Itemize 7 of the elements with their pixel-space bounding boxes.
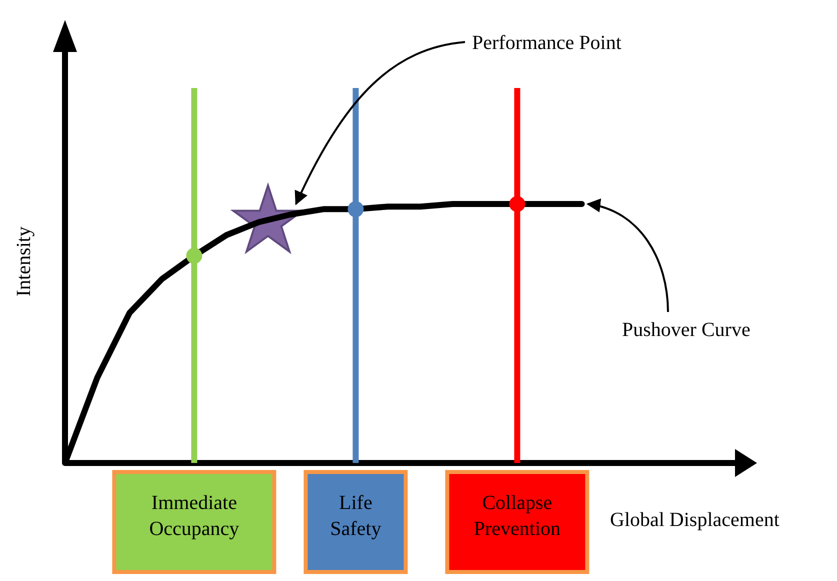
text: Life Safety — [330, 492, 382, 540]
text: Performance Point — [472, 32, 622, 54]
y-axis-title: Intensity — [13, 226, 35, 296]
text: Collapse Prevention — [474, 492, 561, 540]
text: Pushover Curve — [622, 319, 750, 341]
text: Immediate Occupancy — [149, 492, 240, 540]
x-axis-title: Global Displacement — [610, 509, 780, 531]
